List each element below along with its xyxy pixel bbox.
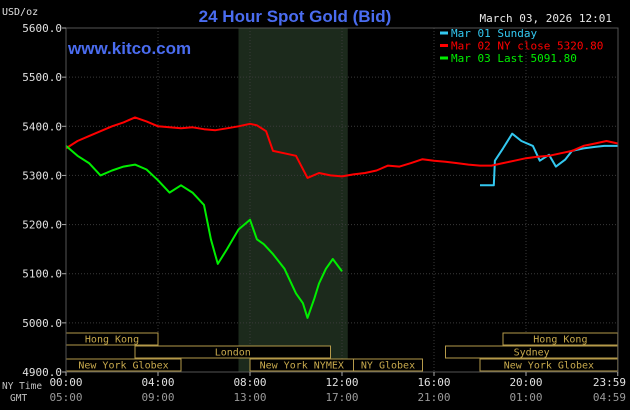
y-tick-label: 5100.0 (22, 268, 62, 281)
timestamp: March 03, 2026 12:01 (480, 12, 612, 25)
session-label: London (215, 348, 251, 359)
legend-entry: Mar 01 Sunday (451, 27, 537, 40)
y-tick-label: 5600.0 (22, 22, 62, 35)
x-tick-label-gmt: 21:00 (417, 391, 450, 404)
site-watermark: www.kitco.com (67, 39, 191, 58)
session-box (134, 345, 331, 359)
session-label: New York NYMEX (260, 361, 344, 372)
x-tick-label-ny: 12:00 (325, 376, 358, 389)
x-tick-label-gmt: 09:00 (141, 391, 174, 404)
x-tick-label-ny: 16:00 (417, 376, 450, 389)
series-line-0 (480, 132, 618, 187)
session-box (353, 358, 423, 372)
series-line-1 (65, 116, 619, 179)
x-tick-label-ny: 04:00 (141, 376, 174, 389)
session-label: NY Globex (361, 361, 415, 372)
x-tick-label-gmt: 04:59 (593, 391, 626, 404)
x-tick-label-gmt: 05:00 (49, 391, 82, 404)
session-label: New York Globex (504, 361, 594, 372)
x-axis-label-gmt: GMT (10, 393, 27, 404)
y-tick-label: 5000.0 (22, 317, 62, 330)
y-tick-label: 5200.0 (22, 219, 62, 232)
session-label: New York Globex (78, 361, 168, 372)
session-label: Hong Kong (85, 335, 139, 346)
unit-label: USD/oz (2, 7, 38, 18)
y-tick-label: 5500.0 (22, 71, 62, 84)
y-tick-label: 5400.0 (22, 120, 62, 133)
series-line-2 (65, 145, 343, 319)
y-tick-label: 5300.0 (22, 169, 62, 182)
session-label: Hong Kong (533, 335, 587, 346)
chart-title: 24 Hour Spot Gold (Bid) (199, 7, 392, 26)
x-tick-label-gmt: 13:00 (233, 391, 266, 404)
legend-entry: Mar 02 NY close 5320.80 (451, 40, 603, 53)
shaded-region (238, 28, 348, 372)
x-tick-label-ny: 00:00 (49, 376, 82, 389)
legend-entry: Mar 03 Last 5091.80 (451, 52, 577, 65)
x-tick-label-gmt: 17:00 (325, 391, 358, 404)
y-tick-label: 4900.0 (22, 366, 62, 379)
x-axis-label-ny: NY Time (2, 381, 42, 392)
x-tick-label-ny: 20:00 (509, 376, 542, 389)
x-tick-label-gmt: 01:00 (509, 391, 542, 404)
session-label: Sydney (514, 348, 550, 359)
x-tick-label-ny: 08:00 (233, 376, 266, 389)
x-tick-label-ny: 23:59 (593, 376, 626, 389)
